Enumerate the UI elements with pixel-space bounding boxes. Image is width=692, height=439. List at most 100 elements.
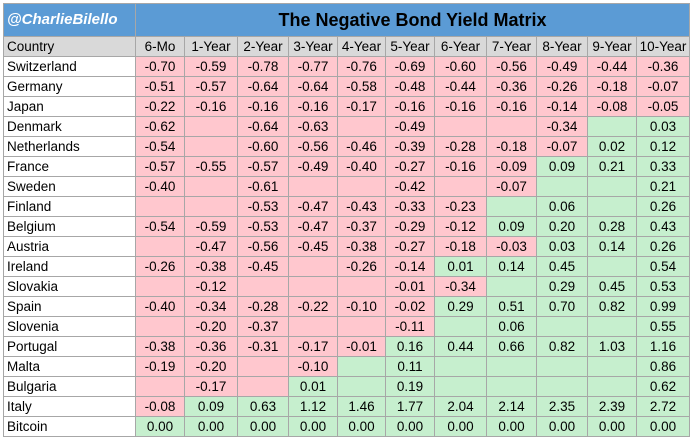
yield-cell: -0.16 [486, 96, 537, 117]
table-row: Ireland -0.26 -0.38 -0.45 -0.26 -0.14 0.01 0.14… [3, 256, 690, 277]
yield-cell: 1.16 [636, 336, 690, 357]
table-row: Italy -0.08 0.09 0.63 1.12 1.46 1.77 2.04 2.14 2.… [3, 396, 690, 417]
yield-cell: -0.47 [288, 216, 338, 237]
yield-cell: -0.34 [536, 116, 588, 137]
yield-cell: -0.26 [337, 256, 386, 277]
yield-cell: -0.77 [288, 56, 338, 77]
table-row: Bulgaria -0.17 0.01 0.19 0.62 [3, 376, 690, 397]
yield-cell [135, 196, 185, 217]
yield-cell: -0.64 [237, 116, 289, 137]
table-row: Denmark -0.62 -0.64 -0.63 -0.49 -0.34 0.03 [3, 116, 690, 137]
yield-cell [536, 316, 588, 337]
yield-cell: 0.00 [486, 416, 537, 437]
table-row: Bitcoin 0.00 0.00 0.00 0.00 0.00 0.00 0.00 0.00 0… [3, 416, 690, 437]
yield-cell: -0.16 [288, 96, 338, 117]
yield-cell [337, 116, 386, 137]
column-header: 2-Year [237, 36, 289, 57]
column-header: 4-Year [337, 36, 386, 57]
yield-cell: 0.06 [486, 316, 537, 337]
yield-cell: 0.20 [536, 216, 588, 237]
yield-cell: -0.20 [184, 316, 238, 337]
yield-cell: -0.54 [135, 216, 185, 237]
yield-cell: 0.09 [486, 216, 537, 237]
yield-cell: -0.22 [288, 296, 338, 317]
yield-cell: -0.49 [288, 156, 338, 177]
yield-cell: -0.10 [337, 296, 386, 317]
yield-cell: -0.03 [486, 236, 537, 257]
yield-cell [135, 376, 185, 397]
yield-cell: 0.00 [587, 416, 637, 437]
yield-cell: 0.14 [486, 256, 537, 277]
yield-cell: 1.46 [337, 396, 386, 417]
yield-cell: 0.26 [636, 196, 690, 217]
yield-cell: -0.40 [135, 176, 185, 197]
yield-cell [337, 276, 386, 297]
yield-cell: 0.33 [636, 156, 690, 177]
yield-cell: -0.36 [486, 76, 537, 97]
country-label: France [3, 156, 136, 177]
country-label: Netherlands [3, 136, 136, 157]
yield-cell: -0.08 [135, 396, 185, 417]
yield-cell: 0.00 [536, 416, 588, 437]
yield-cell [135, 316, 185, 337]
country-label: Denmark [3, 116, 136, 137]
yield-cell: 0.06 [536, 196, 588, 217]
yield-cell: -0.53 [237, 216, 289, 237]
yield-cell: -0.18 [486, 136, 537, 157]
country-label: Slovenia [3, 316, 136, 337]
yield-cell: 0.53 [636, 276, 690, 297]
yield-cell: -0.54 [135, 136, 185, 157]
country-label: Italy [3, 396, 136, 417]
yield-cell: 0.70 [536, 296, 588, 317]
yield-cell: 0.45 [587, 276, 637, 297]
yield-cell: -0.57 [135, 156, 185, 177]
column-header: 6-Year [434, 36, 487, 57]
yield-cell: -0.34 [184, 296, 238, 317]
yield-cell: -0.56 [486, 56, 537, 77]
yield-cell: -0.18 [434, 236, 487, 257]
yield-cell: 0.66 [486, 336, 537, 357]
country-label: Finland [3, 196, 136, 217]
yield-cell: 0.00 [434, 416, 487, 437]
country-label: Bitcoin [3, 416, 136, 437]
yield-cell: 0.09 [536, 156, 588, 177]
yield-cell [135, 276, 185, 297]
yield-cell: -0.17 [337, 96, 386, 117]
yield-cell: -0.47 [288, 196, 338, 217]
yield-cell: -0.40 [135, 296, 185, 317]
yield-cell: -0.39 [385, 136, 435, 157]
yield-cell: -0.44 [587, 56, 637, 77]
country-label: Belgium [3, 216, 136, 237]
yield-cell: 2.14 [486, 396, 537, 417]
yield-cell [536, 176, 588, 197]
table-row: France -0.57 -0.55 -0.57 -0.49 -0.40 -0.27 -0.1… [3, 156, 690, 177]
yield-cell: 0.16 [385, 336, 435, 357]
yield-cell: -0.33 [385, 196, 435, 217]
yield-cell: -0.14 [385, 256, 435, 277]
yield-cell: -0.10 [288, 356, 338, 377]
yield-cell: -0.55 [184, 156, 238, 177]
yield-cell: 0.00 [337, 416, 386, 437]
yield-cell: 0.99 [636, 296, 690, 317]
yield-cell: -0.16 [385, 96, 435, 117]
yield-cell: -0.56 [288, 136, 338, 157]
yield-cell: -0.37 [237, 316, 289, 337]
yield-cell [486, 196, 537, 217]
yield-cell: 0.29 [536, 276, 588, 297]
yield-cell: -0.27 [385, 156, 435, 177]
table-row: Switzerland -0.70 -0.59 -0.78 -0.77 -0.76 -0.6… [3, 56, 690, 77]
yield-cell [184, 176, 238, 197]
yield-cell: -0.16 [237, 96, 289, 117]
country-label: Malta [3, 356, 136, 377]
yield-cell: -0.70 [135, 56, 185, 77]
table-row: Sweden -0.40 -0.61 -0.42 -0.07 0.21 [3, 176, 690, 197]
yield-cell: 0.12 [636, 136, 690, 157]
country-label: Japan [3, 96, 136, 117]
yield-cell: -0.57 [237, 156, 289, 177]
column-header: 10-Year [636, 36, 690, 57]
table-row: Netherlands -0.54 -0.60 -0.56 -0.46 -0.39 -0.2… [3, 136, 690, 157]
yield-cell: 0.02 [587, 136, 637, 157]
yield-cell: 0.11 [385, 356, 435, 377]
country-label: Austria [3, 236, 136, 257]
yield-cell: -0.69 [385, 56, 435, 77]
